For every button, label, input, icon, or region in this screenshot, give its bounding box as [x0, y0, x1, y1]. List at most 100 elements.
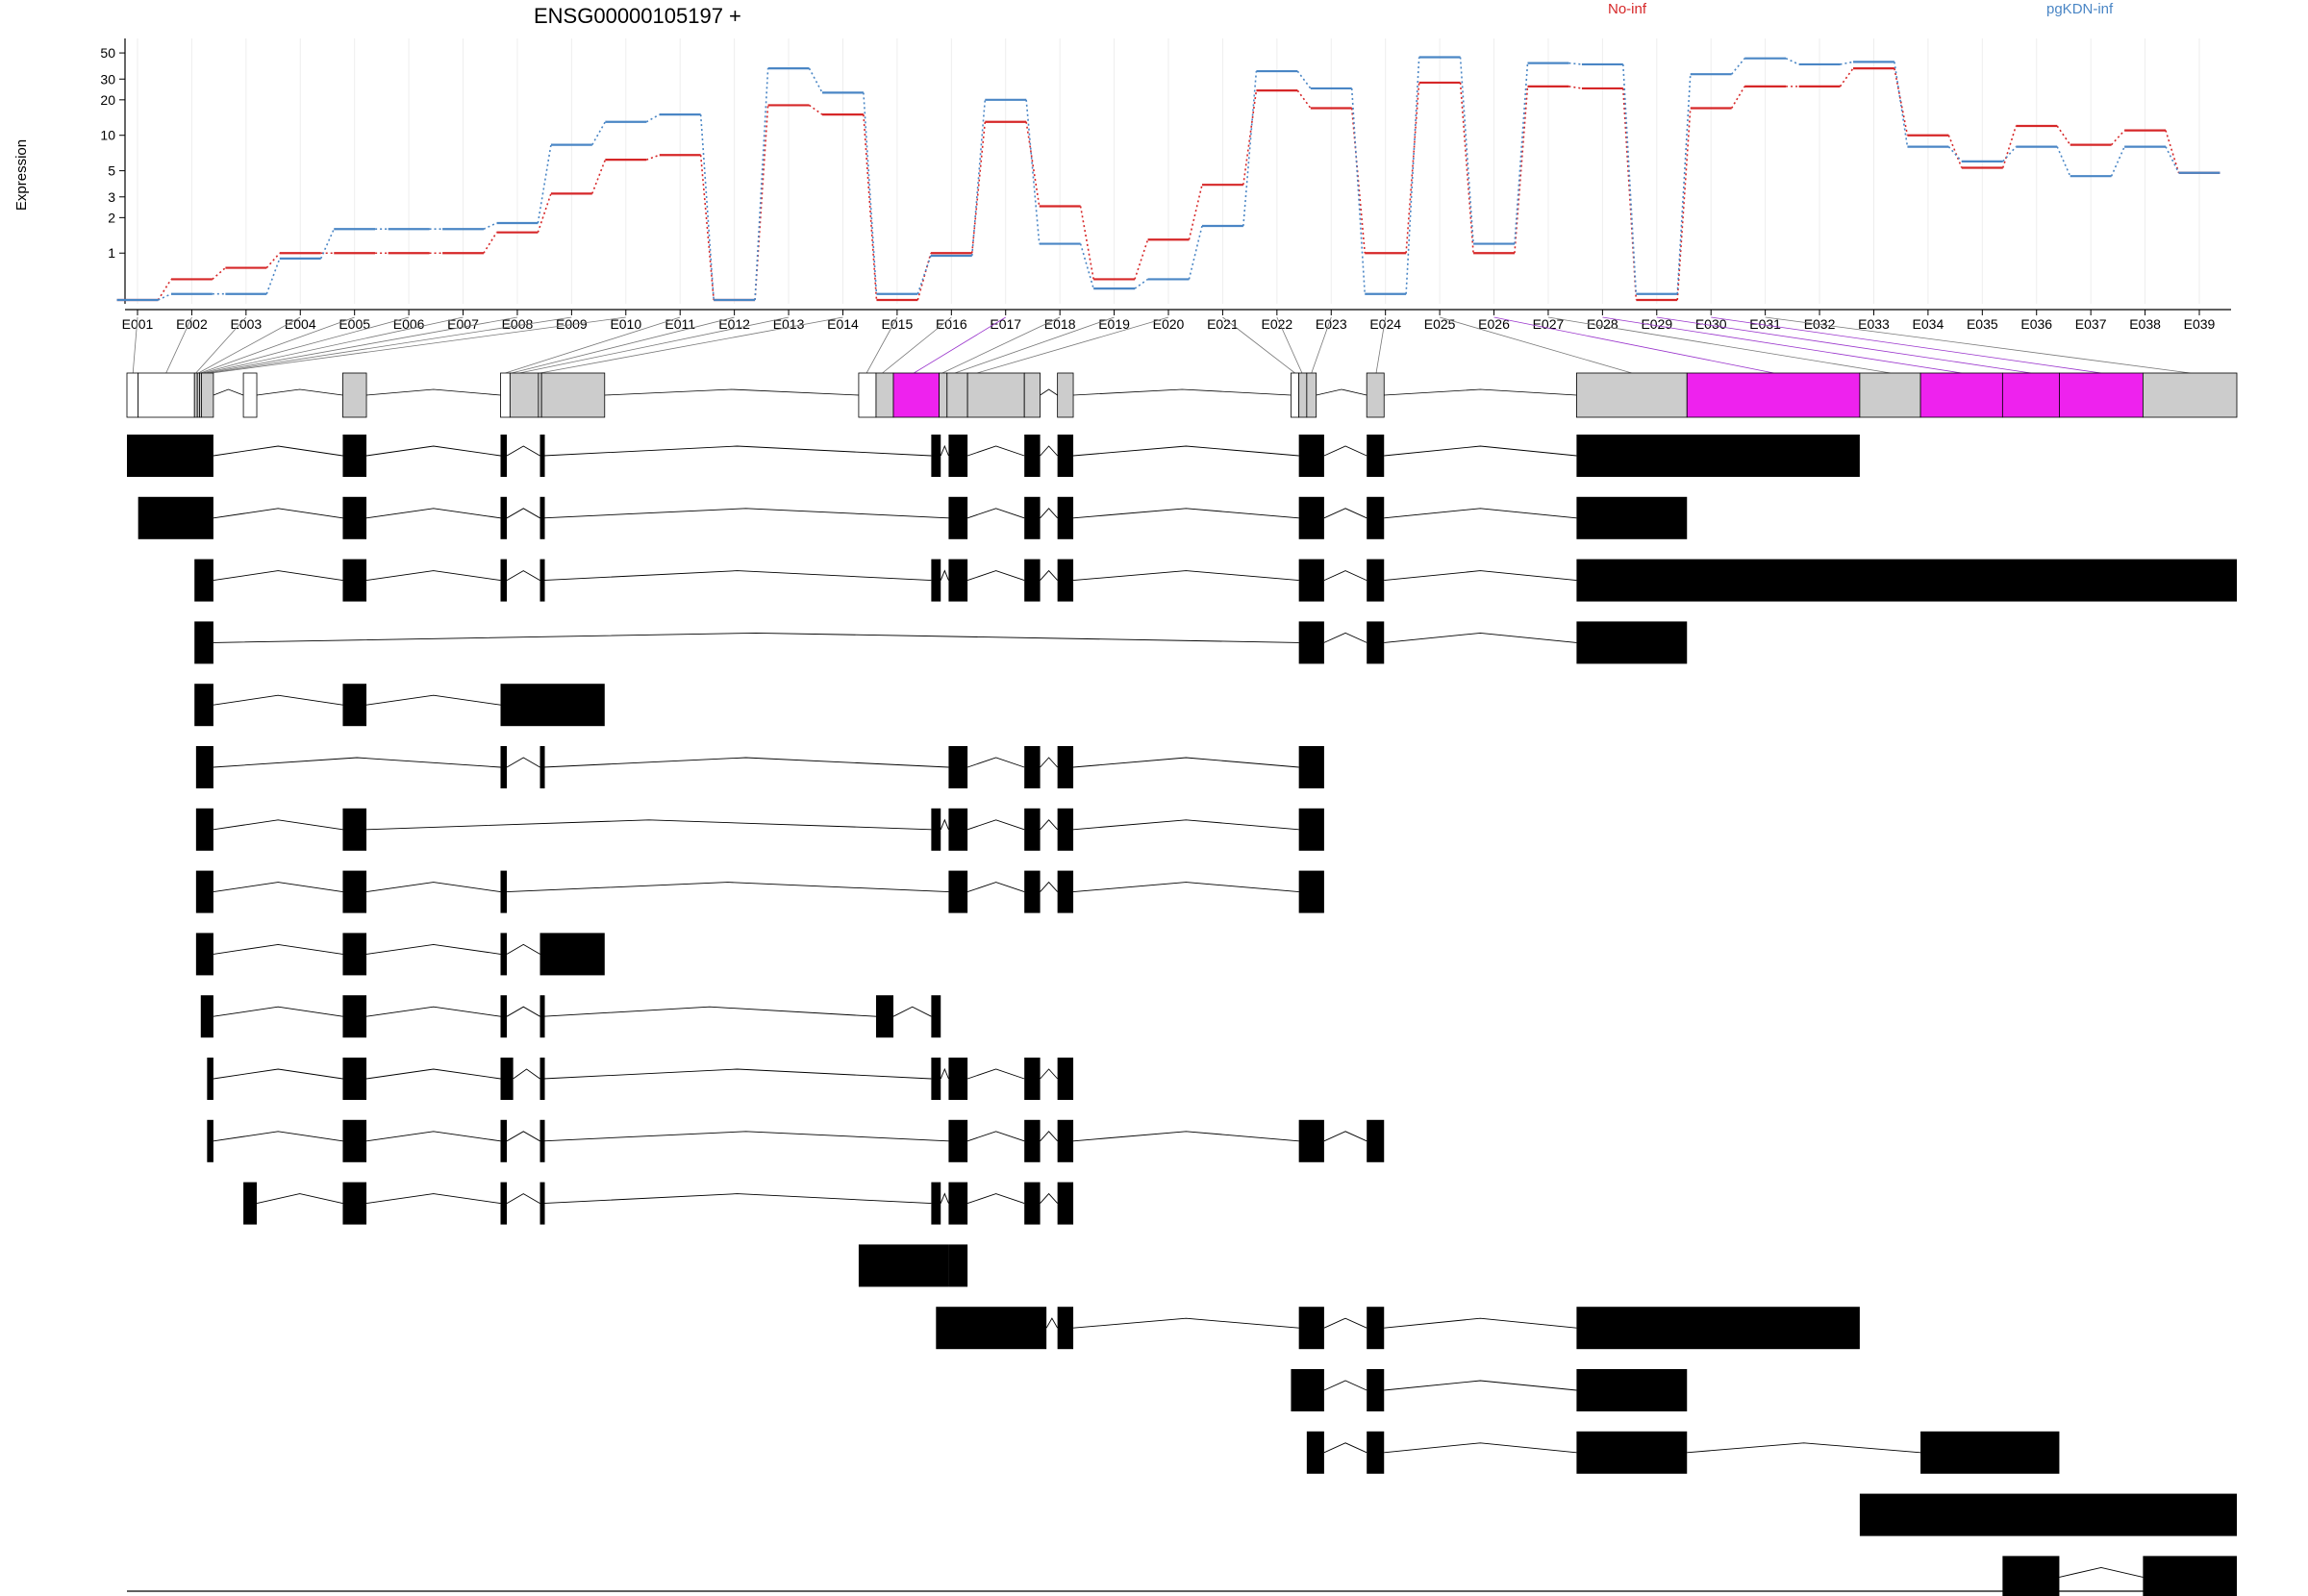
transcript-exon: [1576, 496, 1688, 539]
x-tick-label: E005: [339, 316, 370, 332]
series-connector: [1622, 87, 1638, 301]
transcript-exon: [500, 746, 508, 788]
series-connector: [2056, 125, 2071, 146]
series-connector: [1025, 121, 1041, 207]
transcript-exon: [342, 684, 367, 727]
transcript-track: [2002, 1556, 2237, 1596]
transcript-exon: [1024, 496, 1041, 539]
exon-link-line: [914, 316, 1006, 374]
x-tick-label: E014: [827, 316, 859, 332]
transcript-intron: [542, 508, 949, 519]
transcript-exon: [1057, 1307, 1074, 1350]
transcript-exon: [1298, 559, 1324, 602]
transcript-exon: [1057, 746, 1074, 788]
transcript-intron: [1384, 1380, 1577, 1391]
series-connector: [212, 266, 226, 281]
transcript-intron: [506, 1131, 540, 1142]
transcript-exon: [1057, 870, 1074, 913]
exon-link-line: [976, 316, 1169, 374]
transcript-intron: [213, 819, 343, 831]
exon-link-line: [505, 316, 681, 374]
transcript-track: [858, 1244, 968, 1287]
series-connector: [1025, 99, 1041, 244]
transcript-exon: [1576, 1369, 1688, 1411]
transcript-exon: [207, 1119, 213, 1162]
transcript-intron: [966, 508, 1025, 519]
x-tick-label: E016: [936, 316, 967, 332]
transcript-exon: [936, 1307, 1047, 1350]
x-tick-label: E009: [556, 316, 588, 332]
transcript-intron: [1384, 508, 1577, 519]
series-connector: [2056, 146, 2071, 177]
model-exon-bin: [946, 372, 968, 418]
transcript-exon: [1367, 1369, 1385, 1411]
series-connector: [1568, 62, 1583, 65]
series-connector: [699, 155, 715, 301]
transcript-exon: [342, 995, 367, 1038]
transcript-exon: [195, 870, 213, 913]
transcript-exon: [342, 1058, 367, 1100]
transcript-exon: [1298, 1119, 1324, 1162]
transcript-intron: [213, 445, 343, 457]
genomic-axis: 39480412 39481898 39483384 39484870 39486356…: [97, 1590, 2267, 1596]
series-connector: [2001, 125, 2018, 168]
series-connector: [1134, 278, 1149, 289]
transcript-intron: [1323, 570, 1367, 582]
series-connector: [591, 159, 607, 194]
x-tick-label: E033: [1858, 316, 1890, 332]
genomic-tick-label: 39489327: [1503, 1594, 1564, 1596]
x-tick-label: E008: [502, 316, 534, 332]
y-tick-label: 3: [108, 189, 115, 205]
transcript-exon: [1367, 621, 1385, 664]
model-exon-bin: [201, 372, 214, 418]
transcript-exon: [1576, 621, 1688, 664]
transcript-exon: [1057, 559, 1074, 602]
model-exon-bin: [1298, 372, 1308, 418]
x-tick-label: E029: [1641, 316, 1672, 332]
transcript-exon: [500, 995, 508, 1038]
transcript-exon: [948, 808, 968, 851]
exon-link-line: [941, 316, 1061, 374]
transcript-exon: [539, 1119, 545, 1162]
series-connector: [265, 252, 281, 269]
transcript-intron: [966, 757, 1025, 768]
transcript-exon: [342, 933, 367, 976]
genomic-tick-label: 39480412: [97, 1594, 158, 1596]
x-tick-label: E018: [1044, 316, 1076, 332]
transcript-intron: [506, 508, 540, 519]
exon-link-line: [209, 316, 572, 374]
transcript-intron: [1073, 882, 1299, 893]
transcript-track: [1859, 1493, 2237, 1536]
transcript-intron: [506, 943, 540, 955]
series-connector: [1459, 57, 1474, 244]
exon-link-line: [1656, 316, 2031, 374]
series-connector: [2111, 130, 2125, 146]
transcript-exon: [342, 496, 367, 539]
transcript-exon: [1367, 1431, 1385, 1474]
transcript-exon: [931, 1058, 941, 1100]
transcript-exon: [948, 435, 968, 477]
model-exon-bin: [2001, 372, 2060, 418]
transcript-exon: [243, 1182, 258, 1225]
model-exon-bin: [193, 372, 198, 418]
exon-link-line: [1711, 316, 2101, 374]
transcript-track: [207, 1058, 1074, 1100]
model-intron: [1073, 388, 1292, 396]
transcript-exon: [539, 559, 545, 602]
transcript-exon: [1920, 1431, 2060, 1474]
transcript-intron: [1323, 1317, 1367, 1329]
model-exon-bin: [2059, 372, 2144, 418]
model-exon-bin: [892, 372, 940, 418]
y-tick-label: 1: [108, 245, 115, 261]
transcript-exon: [1298, 496, 1324, 539]
transcript-exon: [931, 995, 941, 1038]
series-connector: [158, 293, 172, 301]
gene-model: [126, 372, 2238, 418]
series-connector: [1894, 67, 1909, 136]
transcript-intron: [365, 882, 501, 893]
model-exon-bin: [1023, 372, 1041, 418]
exon-link-line: [1493, 316, 1774, 374]
y-axis-label: Expression: [13, 139, 30, 211]
series-connector: [1947, 135, 1963, 168]
series-connector: [1730, 86, 1745, 109]
